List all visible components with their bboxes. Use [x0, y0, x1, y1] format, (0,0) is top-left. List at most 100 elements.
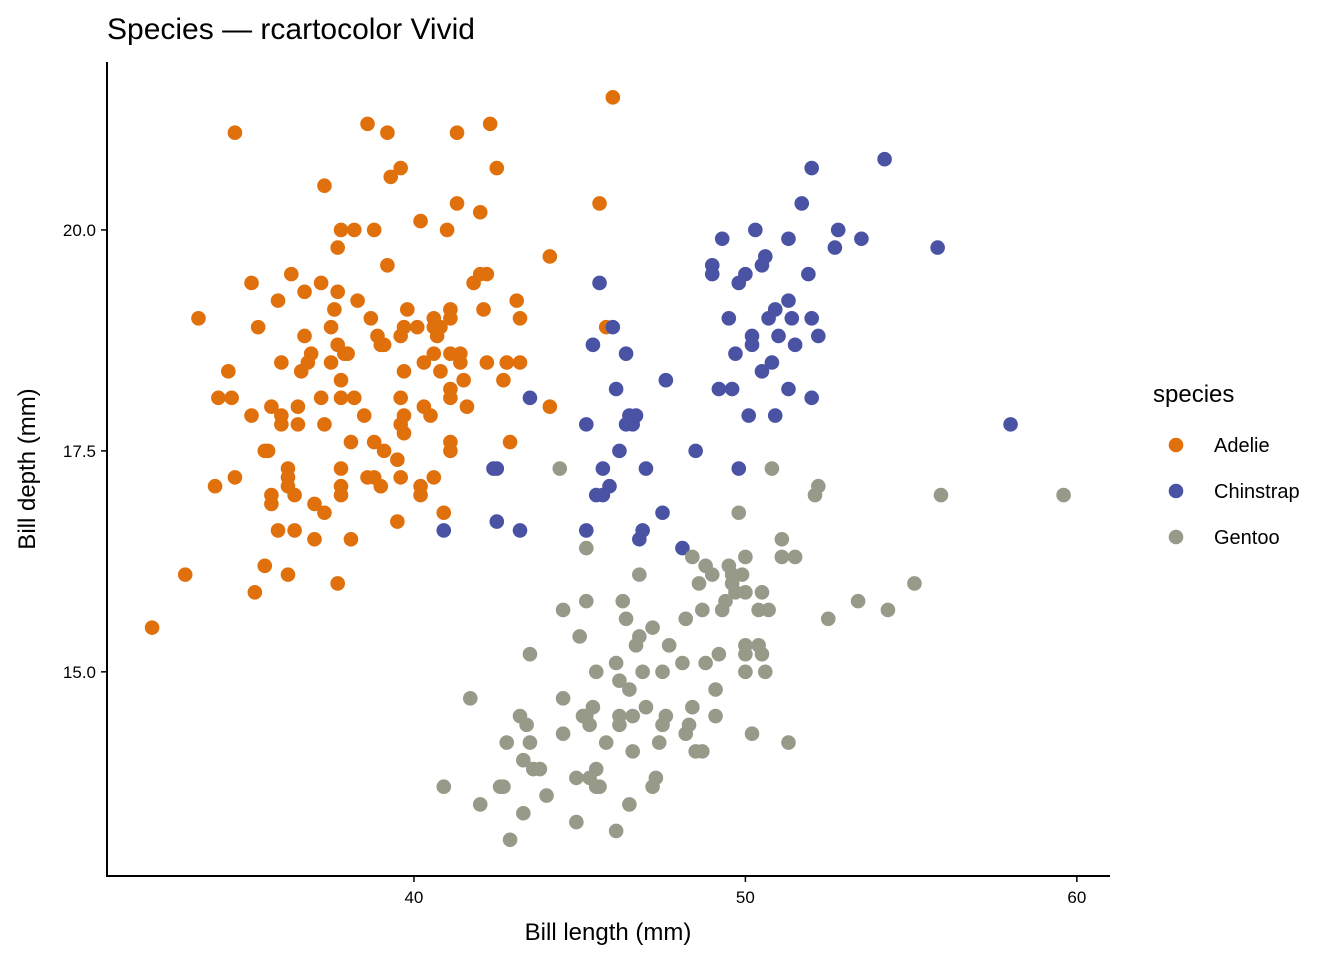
point-gentoo-51: [645, 620, 660, 635]
point-chinstrap-51: [781, 293, 796, 308]
point-chinstrap-14: [605, 319, 621, 335]
point-adelie-35: [297, 328, 312, 344]
point-gentoo-71: [704, 567, 720, 582]
point-adelie-112: [443, 390, 458, 406]
point-adelie-93: [413, 213, 428, 229]
point-gentoo-50: [638, 699, 654, 715]
point-gentoo-53: [648, 770, 664, 786]
point-adelie-15: [260, 443, 276, 459]
point-adelie-107: [439, 222, 455, 238]
point-gentoo-102: [820, 611, 836, 627]
point-adelie-139: [605, 90, 621, 105]
point-chinstrap-32: [714, 231, 730, 247]
point-gentoo-25: [578, 540, 594, 556]
point-gentoo-41: [618, 611, 634, 627]
point-chinstrap-63: [830, 222, 846, 238]
point-adelie-61: [343, 531, 359, 547]
point-adelie-99: [426, 346, 442, 361]
point-adelie-109: [443, 311, 458, 326]
point-adelie-125: [479, 266, 495, 282]
point-gentoo-103: [850, 593, 866, 609]
point-adelie-114: [443, 443, 458, 459]
point-adelie-75: [376, 337, 392, 353]
point-adelie-105: [433, 319, 448, 335]
point-gentoo-55: [655, 664, 670, 680]
point-chinstrap-54: [784, 311, 800, 326]
point-adelie-28: [280, 567, 296, 582]
point-chinstrap-5: [522, 390, 538, 406]
point-adelie-118: [453, 355, 468, 370]
point-gentoo-15: [539, 788, 554, 803]
point-adelie-37: [303, 346, 319, 361]
point-adelie-126: [479, 355, 495, 370]
point-adelie-104: [433, 364, 448, 379]
point-adelie-89: [396, 319, 412, 335]
point-gentoo-59: [675, 655, 690, 671]
point-adelie-19: [270, 293, 286, 308]
point-gentoo-67: [695, 602, 710, 618]
point-adelie-46: [323, 319, 339, 335]
point-gentoo-83: [738, 549, 753, 565]
point-adelie-41: [317, 417, 332, 432]
point-gentoo-98: [781, 735, 796, 750]
point-gentoo-34: [598, 735, 614, 750]
point-adelie-29: [287, 487, 302, 503]
point-chinstrap-25: [655, 505, 670, 521]
point-adelie-60: [343, 434, 359, 450]
point-adelie-90: [400, 302, 415, 317]
point-chinstrap-44: [757, 249, 773, 264]
point-adelie-11: [250, 319, 266, 335]
point-adelie-133: [512, 311, 528, 326]
point-adelie-13: [257, 558, 273, 574]
point-gentoo-92: [754, 584, 770, 600]
point-gentoo-14: [522, 646, 538, 662]
legend: species Adelie Chinstrap Gentoo: [1153, 381, 1300, 549]
y-axis-title: Bill depth (mm): [14, 388, 41, 549]
point-gentoo-63: [685, 699, 700, 715]
point-chinstrap-33: [721, 311, 737, 326]
point-chinstrap-23: [635, 523, 650, 538]
point-gentoo-86: [738, 646, 753, 662]
point-chinstrap-34: [724, 381, 740, 397]
legend-key-adelie: [1168, 437, 1184, 453]
legend-title: species: [1153, 381, 1234, 408]
point-adelie-9: [244, 408, 259, 423]
point-chinstrap-59: [804, 311, 819, 326]
point-adelie-24: [283, 266, 299, 282]
point-chinstrap-52: [781, 381, 796, 397]
y-tick-label: 20.0: [63, 221, 96, 240]
point-adelie-79: [383, 169, 399, 185]
point-chinstrap-0: [436, 523, 452, 538]
point-adelie-131: [502, 434, 518, 450]
point-gentoo-60: [678, 611, 694, 627]
point-chinstrap-26: [658, 372, 674, 388]
points-layer: [144, 90, 1071, 848]
point-chinstrap-28: [688, 443, 703, 459]
x-axis-title: Bill length (mm): [525, 919, 692, 946]
point-gentoo-96: [774, 531, 790, 547]
point-gentoo-68: [695, 744, 710, 759]
point-adelie-106: [436, 505, 452, 521]
point-gentoo-72: [708, 708, 723, 724]
point-gentoo-81: [731, 505, 747, 521]
point-adelie-134: [512, 355, 528, 370]
point-gentoo-87: [738, 664, 753, 680]
point-gentoo-10: [516, 752, 531, 768]
point-gentoo-88: [744, 726, 760, 742]
point-gentoo-70: [698, 655, 713, 671]
point-adelie-68: [363, 311, 379, 326]
point-gentoo-47: [632, 567, 647, 582]
point-chinstrap-48: [767, 302, 783, 317]
point-chinstrap-61: [811, 328, 826, 344]
point-gentoo-27: [582, 717, 597, 733]
point-adelie-86: [393, 470, 408, 485]
point-adelie-53: [333, 390, 349, 406]
legend-label-chinstrap: Chinstrap: [1214, 481, 1300, 503]
legend-key-chinstrap: [1168, 483, 1184, 499]
point-gentoo-54: [651, 735, 667, 750]
point-chinstrap-42: [748, 222, 763, 238]
legend-key-gentoo: [1168, 529, 1184, 545]
point-adelie-120: [459, 399, 475, 414]
point-chinstrap-62: [827, 240, 843, 255]
